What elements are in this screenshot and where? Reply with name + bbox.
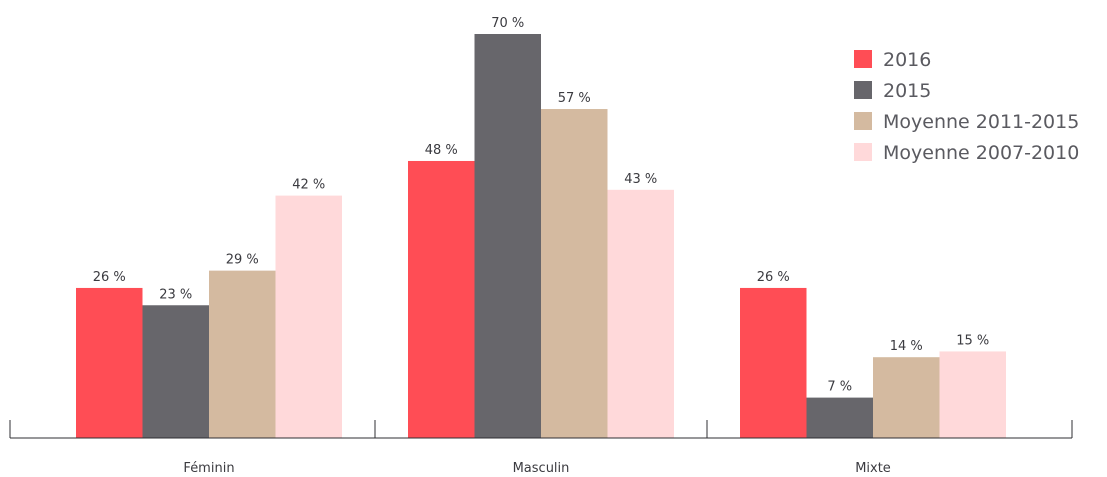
bar-2-2 [474, 34, 541, 438]
category-label-1: Féminin [183, 461, 234, 476]
legend-swatch-3 [854, 112, 872, 130]
bar-1-4 [275, 195, 342, 438]
bar-2-1 [408, 160, 475, 438]
category-label-3: Mixte [855, 461, 891, 476]
legend-swatch-4 [854, 143, 872, 161]
data-label-3-1: 26 % [757, 270, 790, 285]
data-label-2-1: 48 % [425, 143, 458, 158]
x-axis: Féminin Masculin Mixte [9, 420, 1073, 476]
bar-1-2 [142, 305, 209, 438]
legend-swatch-2 [854, 81, 872, 99]
data-label-3-4: 15 % [956, 333, 989, 348]
data-label-2-2: 70 % [491, 16, 524, 31]
legend-label-4: Moyenne 2007-2010 [883, 142, 1079, 164]
bar-1-3 [209, 270, 276, 438]
legend: 2016 2015 Moyenne 2011-2015 Moyenne 2007-20… [854, 49, 1079, 164]
data-label-1-4: 42 % [292, 178, 325, 193]
bar-2-3 [541, 109, 608, 439]
data-labels-layer: 26 % 23 % 29 % 42 % 48 % 70 % 57 % 43 % 26 % 7 % 1… [93, 16, 990, 395]
bar-3-2 [806, 397, 873, 438]
data-label-3-2: 7 % [827, 380, 852, 395]
data-label-1-2: 23 % [159, 287, 192, 302]
legend-label-1: 2016 [883, 49, 931, 71]
bar-3-3 [873, 357, 940, 438]
bar-3-1 [740, 287, 807, 438]
data-label-3-3: 14 % [890, 339, 923, 354]
bars-layer [76, 34, 1006, 439]
bar-2-4 [607, 189, 674, 438]
legend-label-3: Moyenne 2011-2015 [883, 111, 1079, 133]
data-label-1-1: 26 % [93, 270, 126, 285]
data-label-1-3: 29 % [226, 253, 259, 268]
legend-label-2: 2015 [883, 80, 931, 102]
bar-1-1 [76, 287, 143, 438]
bar-3-4 [939, 351, 1006, 438]
legend-swatch-1 [854, 50, 872, 68]
data-label-2-4: 43 % [624, 172, 657, 187]
data-label-2-3: 57 % [558, 91, 591, 106]
category-label-2: Masculin [513, 461, 570, 476]
